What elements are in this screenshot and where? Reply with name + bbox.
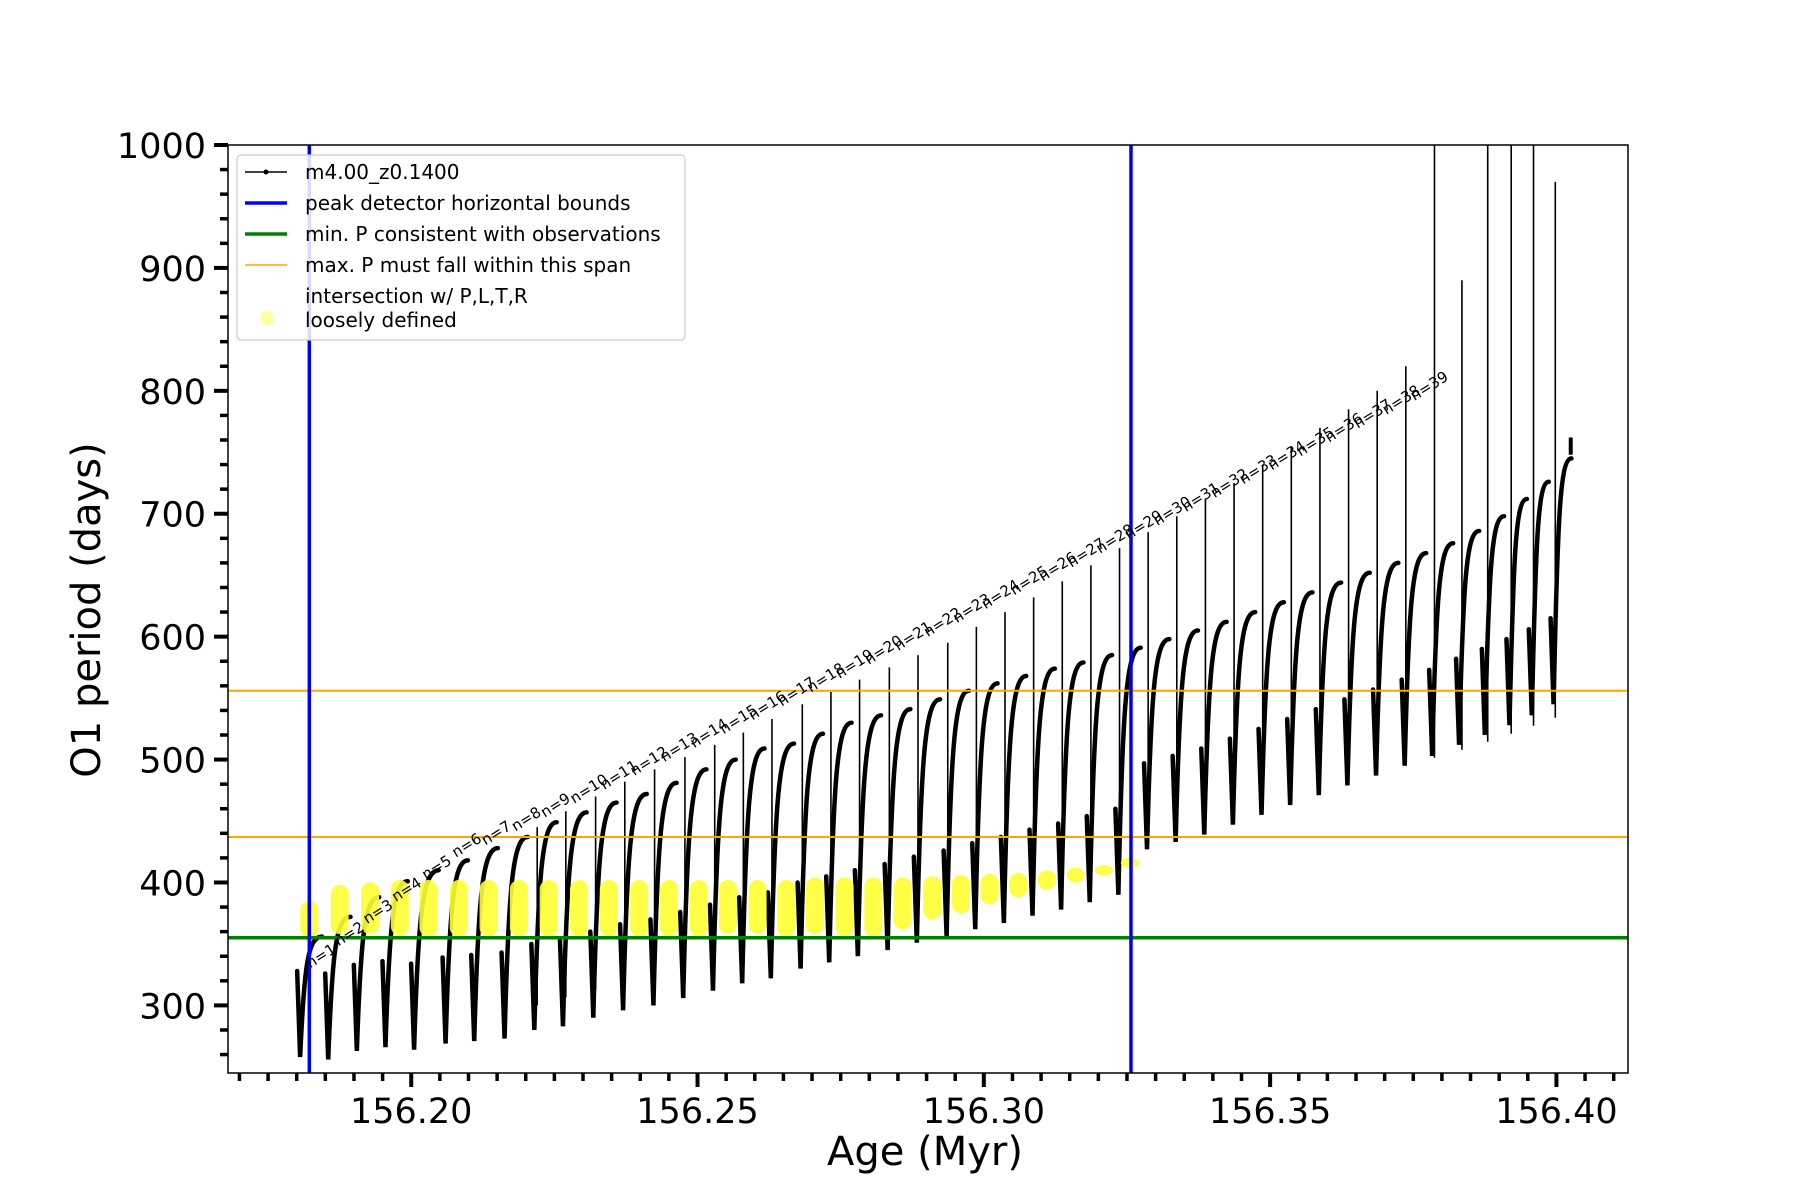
intersection-point-15 (718, 880, 737, 935)
series-pulse-28 (1084, 652, 1115, 903)
y-tick-label-400: 400 (139, 864, 206, 904)
series-pulse-30 (1141, 636, 1172, 850)
series-pulse-45 (1548, 456, 1574, 705)
x-tick-label-4: 156.40 (1495, 1092, 1617, 1132)
series-pulse-38 (1370, 560, 1401, 776)
y-axis-label: O1 period (days) (64, 442, 110, 777)
series-pulse-11 (588, 800, 619, 1018)
series-pulse-44 (1526, 479, 1552, 716)
series-pulse-12 (617, 791, 650, 1011)
axes: 300 400 500 600 700 800 900 1000 156.20 156.25 156… (117, 127, 1629, 1132)
series-pulse-35 (1284, 590, 1315, 806)
intersection-point-28 (1095, 865, 1114, 876)
series-pulse-24 (969, 681, 1000, 930)
series-pulse-25 (998, 673, 1029, 924)
legend-label-5-2: loosely defined (305, 308, 457, 332)
series-pulse-29 (1113, 645, 1143, 895)
series-pulse-21 (882, 706, 913, 951)
legend-label-4: max. P must fall within this span (305, 253, 631, 277)
y-tick-label-500: 500 (139, 742, 206, 782)
series-pulse-14 (677, 767, 709, 999)
series-pulse-15 (707, 757, 739, 991)
y-tick-label-800: 800 (139, 373, 206, 413)
intersection-point-24 (980, 873, 999, 905)
intersection-point-6 (449, 880, 468, 937)
intersection-point-14 (689, 880, 708, 937)
series-pulse-26 (1027, 666, 1058, 916)
intersection-point-10 (570, 880, 589, 937)
series-pulse-36 (1313, 580, 1344, 796)
series-pulse-37 (1342, 570, 1373, 786)
series-pulse-19 (823, 720, 854, 963)
series-pulse-31 (1170, 628, 1201, 843)
legend-label-1: m4.00_z0.1400 (305, 160, 460, 184)
series-pulse-18 (795, 731, 826, 969)
series-pulse-39 (1399, 550, 1429, 766)
legend-swatch-5 (260, 311, 274, 325)
y-tick-label-900: 900 (139, 250, 206, 290)
intersection-point-18 (805, 877, 824, 935)
intersection-point-7 (479, 880, 498, 937)
series-pulse-10 (557, 810, 589, 1027)
x-tick-label-1: 156.25 (636, 1092, 758, 1132)
legend-label-5-1: intersection w/ P,L,T,R (305, 284, 528, 308)
x-tick-label-2: 156.30 (923, 1092, 1045, 1132)
legend-label-2: peak detector horizontal bounds (305, 191, 631, 215)
y-tick-label-300: 300 (139, 987, 206, 1027)
series-pulse-40 (1426, 540, 1456, 756)
intersection-point-2 (330, 884, 349, 935)
intersection-point-27 (1066, 867, 1085, 883)
intersection-point-17 (777, 880, 796, 937)
legend-box (236, 154, 686, 341)
series-pulse-42 (1479, 513, 1507, 736)
intersection-point-21 (893, 877, 912, 930)
x-tick-label-0: 156.20 (350, 1092, 472, 1132)
intersection-point-19 (835, 877, 854, 937)
series-pulse-23 (941, 688, 972, 937)
series-pulse-20 (852, 713, 884, 957)
y-tick-label-600: 600 (139, 619, 206, 659)
intersection-point-8 (509, 880, 528, 937)
series-pulse-22 (911, 697, 943, 943)
series-pulse-41 (1453, 528, 1482, 745)
x-tick-label-3: 156.35 (1209, 1092, 1331, 1132)
intersection-point-5 (419, 880, 438, 937)
y-tick-label-1000: 1000 (117, 127, 206, 167)
intersection-point-4 (390, 880, 409, 936)
intersection-point-22 (923, 876, 942, 920)
series-pulse-9 (529, 820, 559, 1031)
intersection-point-11 (599, 880, 618, 937)
series-pulse-13 (648, 780, 679, 1006)
intersection-point-25 (1009, 872, 1028, 898)
series-pulse-34 (1256, 599, 1287, 815)
series-pulse-27 (1055, 660, 1086, 910)
intersection-point-12 (630, 880, 649, 937)
series-pulse-17 (765, 741, 797, 979)
intersection-point-3 (361, 882, 380, 935)
series-pulse-16 (736, 746, 767, 984)
intersection-point-20 (864, 877, 883, 937)
legend-marker-1 (263, 169, 269, 175)
intersection-point-26 (1037, 870, 1056, 890)
series-pulse-32 (1199, 619, 1229, 835)
legend-label-3: min. P consistent with observations (305, 222, 661, 246)
intersection-point-9 (539, 880, 558, 937)
y-tick-label-700: 700 (139, 496, 206, 536)
intersection-point-13 (659, 880, 678, 937)
series-pulse-33 (1227, 609, 1258, 825)
intersection-point-16 (748, 880, 767, 935)
intersection-point-23 (951, 875, 970, 914)
x-axis-label: Age (Myr) (827, 1129, 1023, 1175)
